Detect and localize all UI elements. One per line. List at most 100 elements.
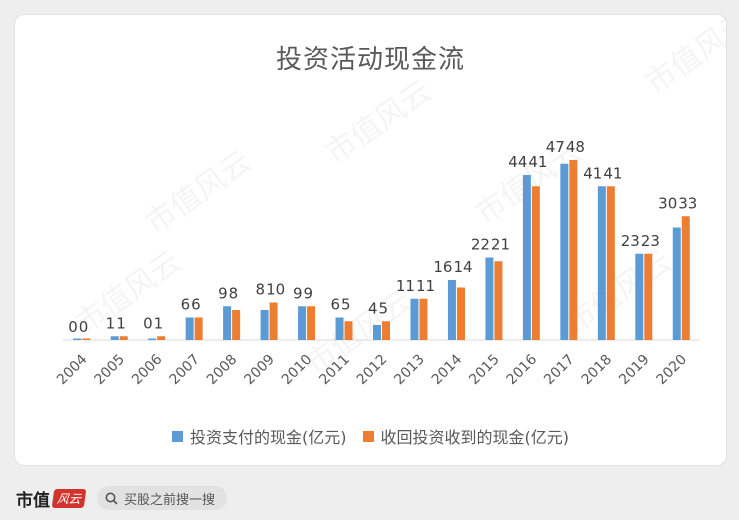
data-label-invest-paid-2005: 1 xyxy=(106,314,116,332)
x-tick-label-2016: 2016 xyxy=(504,351,541,388)
legend: 投资支付的现金(亿元) 收回投资收到的现金(亿元) xyxy=(15,424,726,448)
bar-invest-paid-2019 xyxy=(635,253,644,340)
data-label-invest-paid-2004: 0 xyxy=(68,318,78,336)
bar-invest-paid-2013 xyxy=(410,298,419,340)
bar-invest-paid-2011 xyxy=(335,317,344,340)
bar-invest-paid-2006 xyxy=(148,338,157,340)
data-label-invest-recovered-2004: 0 xyxy=(79,318,89,336)
data-label-invest-recovered-2019: 23 xyxy=(641,232,660,250)
data-label-invest-recovered-2016: 41 xyxy=(528,153,547,171)
data-label-invest-recovered-2011: 5 xyxy=(341,296,351,314)
bar-invest-paid-2008 xyxy=(223,306,232,340)
x-tick-label-2013: 2013 xyxy=(391,352,428,389)
legend-label-invest-recovered: 收回投资收到的现金(亿元) xyxy=(380,428,570,447)
brand-name: 市值 xyxy=(16,490,50,511)
data-label-invest-paid-2011: 6 xyxy=(330,296,340,314)
brand-logo[interactable]: 市值 风云 xyxy=(16,486,87,511)
search-pill[interactable]: 买股之前搜一搜 xyxy=(97,486,228,510)
data-label-invest-paid-2014: 16 xyxy=(433,258,452,276)
bar-invest-recovered-2018 xyxy=(606,186,615,340)
x-tick-label-2020: 2020 xyxy=(654,352,691,389)
bar-invest-paid-2010 xyxy=(298,306,307,340)
data-label-invest-paid-2018: 41 xyxy=(583,164,602,182)
data-label-invest-paid-2010: 9 xyxy=(293,284,303,302)
data-label-invest-recovered-2006: 1 xyxy=(154,314,164,332)
search-icon xyxy=(105,492,118,505)
x-tick-label-2017: 2017 xyxy=(541,352,578,389)
data-label-invest-recovered-2012: 5 xyxy=(379,299,389,317)
bar-invest-recovered-2007 xyxy=(194,317,203,340)
bar-invest-paid-2018 xyxy=(597,186,606,340)
data-label-invest-recovered-2014: 14 xyxy=(453,258,472,276)
data-label-invest-paid-2006: 0 xyxy=(143,314,153,332)
bar-invest-paid-2017 xyxy=(560,163,569,340)
search-placeholder: 买股之前搜一搜 xyxy=(124,492,216,508)
data-label-invest-recovered-2008: 8 xyxy=(229,284,239,302)
legend-item-invest-paid: 投资支付的现金(亿元) xyxy=(172,424,347,448)
bar-invest-recovered-2013 xyxy=(419,298,428,340)
footer-bar: 市值 风云 买股之前搜一搜 xyxy=(0,476,739,520)
bar-invest-recovered-2010 xyxy=(307,306,316,340)
data-label-invest-paid-2019: 23 xyxy=(621,232,640,250)
bar-invest-recovered-2012 xyxy=(382,321,390,340)
data-label-invest-recovered-2010: 9 xyxy=(304,284,314,302)
bar-invest-recovered-2017 xyxy=(569,160,578,340)
x-tick-label-2008: 2008 xyxy=(204,352,241,389)
bar-invest-paid-2012 xyxy=(373,325,381,340)
bar-invest-paid-2015 xyxy=(485,257,494,340)
data-label-invest-paid-2007: 6 xyxy=(181,296,191,314)
data-label-invest-recovered-2015: 21 xyxy=(491,236,510,254)
bar-invest-recovered-2005 xyxy=(119,336,128,340)
data-label-invest-recovered-2020: 33 xyxy=(678,194,697,212)
x-tick-label-2004: 2004 xyxy=(54,351,91,388)
bar-invest-recovered-2019 xyxy=(644,253,653,340)
data-label-invest-paid-2020: 30 xyxy=(658,194,677,212)
chart-title: 投资活动现金流 xyxy=(275,45,465,75)
x-tick-label-2007: 2007 xyxy=(166,352,203,389)
watermark-text: 市值风云 xyxy=(140,144,258,241)
bar-invest-recovered-2016 xyxy=(531,186,540,340)
bar-invest-paid-2016 xyxy=(522,175,531,340)
legend-swatch-invest-recovered xyxy=(362,430,374,442)
brand-badge: 风云 xyxy=(51,488,87,508)
bar-invest-recovered-2008 xyxy=(232,310,241,340)
legend-swatch-invest-paid xyxy=(172,430,183,442)
x-tick-label-2005: 2005 xyxy=(92,352,129,389)
data-label-invest-recovered-2007: 6 xyxy=(191,296,201,314)
x-tick-label-2015: 2015 xyxy=(466,352,503,389)
watermark-text: 市值风云 xyxy=(320,74,438,171)
bar-invest-paid-2009 xyxy=(260,310,269,340)
chart-card: 市值风云 市值风云 市值风云 市值风云 市值风云 市值风云 市值风云 0 0 2004 1 1 2005… xyxy=(14,14,727,466)
x-tick-label-2006: 2006 xyxy=(129,351,166,388)
data-label-invest-recovered-2017: 48 xyxy=(566,138,585,156)
legend-label-invest-paid: 投资支付的现金(亿元) xyxy=(190,428,347,447)
bar-invest-recovered-2009 xyxy=(269,302,278,340)
bar-invest-recovered-2004 xyxy=(82,338,91,340)
data-label-invest-recovered-2018: 41 xyxy=(603,164,622,182)
data-label-invest-recovered-2009: 10 xyxy=(266,281,285,299)
x-tick-label-2014: 2014 xyxy=(429,351,466,388)
data-label-invest-paid-2009: 8 xyxy=(256,281,266,299)
bar-invest-recovered-2006 xyxy=(157,336,166,340)
bar-invest-recovered-2011 xyxy=(344,321,353,340)
bar-invest-paid-2014 xyxy=(447,280,456,340)
bar-invest-recovered-2020 xyxy=(681,216,690,340)
x-tick-label-2009: 2009 xyxy=(241,352,278,389)
bar-invest-recovered-2015 xyxy=(494,261,503,340)
data-label-invest-paid-2017: 47 xyxy=(546,138,565,156)
x-tick-label-2012: 2012 xyxy=(354,352,391,389)
bar-invest-paid-2005 xyxy=(110,336,119,340)
data-label-invest-paid-2013: 11 xyxy=(396,277,415,295)
data-label-invest-paid-2012: 4 xyxy=(368,299,378,317)
bar-invest-paid-2007 xyxy=(185,317,194,340)
bar-invest-recovered-2014 xyxy=(456,287,465,340)
data-label-invest-paid-2016: 44 xyxy=(508,153,527,171)
data-label-invest-paid-2008: 9 xyxy=(218,284,228,302)
data-label-invest-recovered-2013: 11 xyxy=(416,277,435,295)
data-label-invest-recovered-2005: 1 xyxy=(116,314,126,332)
x-tick-label-2019: 2019 xyxy=(616,352,653,389)
legend-item-invest-recovered: 收回投资收到的现金(亿元) xyxy=(362,424,570,448)
x-tick-label-2018: 2018 xyxy=(579,352,616,389)
data-label-invest-paid-2015: 22 xyxy=(471,236,490,254)
